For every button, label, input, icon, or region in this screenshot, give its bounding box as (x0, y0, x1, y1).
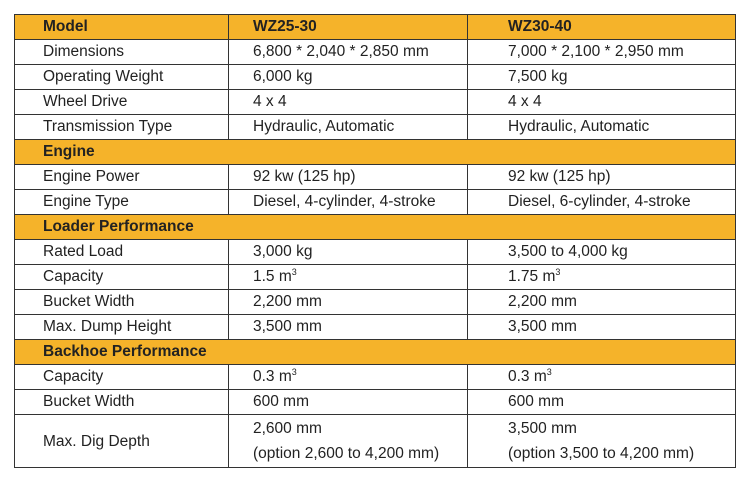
superscript: 3 (291, 367, 297, 377)
table-row: Max. Dump Height 3,500 mm 3,500 mm (14, 314, 736, 340)
value-text: 1.75 m (508, 268, 556, 285)
table-row: Bucket Width 2,200 mm 2,200 mm (14, 289, 736, 315)
table-row: Capacity 1.5 m3 1.75 m3 (14, 264, 736, 290)
value-cell: 3,000 kg (228, 239, 468, 265)
section-header: Engine (14, 139, 736, 165)
table-row: Max. Dig Depth 2,600 mm (option 2,600 to 4… (14, 414, 736, 468)
value-text: 600 mm (253, 393, 309, 410)
section-title: Backhoe Performance (14, 339, 736, 365)
row-label: Capacity (14, 364, 229, 390)
value-cell: Diesel, 6-cylinder, 4-stroke (467, 189, 736, 215)
value-text: 2,200 mm (253, 293, 322, 310)
value-cell: 92 kw (125 hp) (228, 164, 468, 190)
value-text: Hydraulic, Automatic (508, 118, 650, 135)
value-text: 2,600 mm (253, 420, 322, 437)
table-row: Rated Load 3,000 kg 3,500 to 4,000 kg (14, 239, 736, 265)
value-cell: Hydraulic, Automatic (467, 114, 736, 140)
value-text: 4 x 4 (253, 93, 287, 110)
value-text: 3,500 mm (508, 318, 577, 335)
header-label: Model (14, 14, 229, 40)
value-text: 7,000 * 2,100 * 2,950 mm (508, 43, 684, 60)
value-text: 6,000 kg (253, 68, 313, 85)
value-text: 7,500 kg (508, 68, 568, 85)
row-label: Max. Dig Depth (14, 414, 229, 468)
value-cell: 4 x 4 (467, 89, 736, 115)
row-label: Max. Dump Height (14, 314, 229, 340)
value-text: 3,500 mm (253, 318, 322, 335)
value-text: 1.5 m (253, 268, 292, 285)
value-cell: 3,500 mm (option 3,500 to 4,200 mm) (467, 414, 736, 468)
value-text: 3,000 kg (253, 243, 313, 260)
header-row: Model WZ25-30 WZ30-40 (14, 14, 736, 40)
value-cell: Hydraulic, Automatic (228, 114, 468, 140)
value-cell: 600 mm (228, 389, 468, 415)
section-title: Engine (14, 139, 736, 165)
superscript: 3 (546, 367, 552, 377)
value-text: 4 x 4 (508, 93, 542, 110)
table-row: Engine Power 92 kw (125 hp) 92 kw (125 hp) (14, 164, 736, 190)
value-cell: 3,500 mm (467, 314, 736, 340)
table-row: Operating Weight 6,000 kg 7,500 kg (14, 64, 736, 90)
value-cell: 2,200 mm (467, 289, 736, 315)
row-label: Rated Load (14, 239, 229, 265)
row-label: Dimensions (14, 39, 229, 65)
value-cell: 92 kw (125 hp) (467, 164, 736, 190)
table-row: Dimensions 6,800 * 2,040 * 2,850 mm 7,000 … (14, 39, 736, 65)
table-row: Transmission Type Hydraulic, Automatic Hyd… (14, 114, 736, 140)
value-cell: 2,600 mm (option 2,600 to 4,200 mm) (228, 414, 468, 468)
value-text: 92 kw (125 hp) (253, 168, 356, 185)
value-text: 6,800 * 2,040 * 2,850 mm (253, 43, 429, 60)
value-cell: 1.75 m3 (467, 264, 736, 290)
superscript: 3 (555, 267, 561, 277)
value-text: 0.3 m (253, 368, 292, 385)
value-cell: 6,800 * 2,040 * 2,850 mm (228, 39, 468, 65)
row-label: Operating Weight (14, 64, 229, 90)
header-model-a: WZ25-30 (228, 14, 468, 40)
table-row: Wheel Drive 4 x 4 4 x 4 (14, 89, 736, 115)
value-text: Diesel, 6-cylinder, 4-stroke (508, 193, 691, 210)
spec-table: Model WZ25-30 WZ30-40 Dimensions 6,800 * … (14, 14, 736, 468)
value-cell: 4 x 4 (228, 89, 468, 115)
value-text: 92 kw (125 hp) (508, 168, 611, 185)
value-text: 2,200 mm (508, 293, 577, 310)
table-row: Capacity 0.3 m3 0.3 m3 (14, 364, 736, 390)
row-label: Transmission Type (14, 114, 229, 140)
value-cell: 3,500 mm (228, 314, 468, 340)
value-cell: 0.3 m3 (228, 364, 468, 390)
table-row: Engine Type Diesel, 4-cylinder, 4-stroke D… (14, 189, 736, 215)
value-note: (option 2,600 to 4,200 mm) (253, 445, 440, 462)
value-cell: 0.3 m3 (467, 364, 736, 390)
row-label: Engine Type (14, 189, 229, 215)
value-note: (option 3,500 to 4,200 mm) (508, 445, 695, 462)
value-text: 0.3 m (508, 368, 547, 385)
value-text: 600 mm (508, 393, 564, 410)
value-text: Diesel, 4-cylinder, 4-stroke (253, 193, 436, 210)
value-text: 3,500 mm (508, 420, 577, 437)
row-label: Wheel Drive (14, 89, 229, 115)
row-label: Bucket Width (14, 289, 229, 315)
value-cell: 1.5 m3 (228, 264, 468, 290)
value-cell: 600 mm (467, 389, 736, 415)
value-cell: 7,000 * 2,100 * 2,950 mm (467, 39, 736, 65)
row-label: Capacity (14, 264, 229, 290)
row-label: Bucket Width (14, 389, 229, 415)
value-cell: 7,500 kg (467, 64, 736, 90)
value-text: 3,500 to 4,000 kg (508, 243, 628, 260)
value-cell: 6,000 kg (228, 64, 468, 90)
row-label: Engine Power (14, 164, 229, 190)
header-model-b: WZ30-40 (467, 14, 736, 40)
value-cell: 2,200 mm (228, 289, 468, 315)
section-header: Backhoe Performance (14, 339, 736, 365)
table-row: Bucket Width 600 mm 600 mm (14, 389, 736, 415)
superscript: 3 (291, 267, 297, 277)
value-text: Hydraulic, Automatic (253, 118, 395, 135)
section-header: Loader Performance (14, 214, 736, 240)
section-title: Loader Performance (14, 214, 736, 240)
value-cell: 3,500 to 4,000 kg (467, 239, 736, 265)
value-cell: Diesel, 4-cylinder, 4-stroke (228, 189, 468, 215)
